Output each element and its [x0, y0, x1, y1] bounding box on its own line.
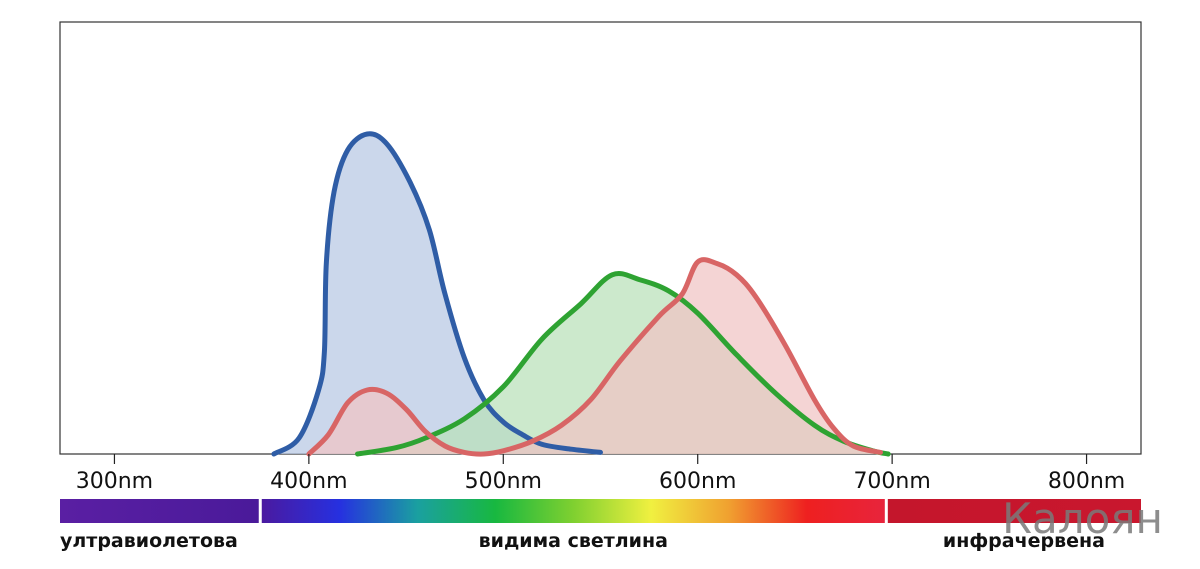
series-1-line	[355, 270, 891, 457]
series-2-line	[306, 257, 883, 457]
series-0-area	[273, 133, 601, 454]
x-tick-label-700: 700nm	[853, 469, 930, 494]
watermark: Калоян	[1002, 494, 1163, 543]
spectrum-band-2	[887, 499, 1141, 523]
spectrum-band-label-1: видима светлина	[479, 530, 668, 552]
spectrum-band-0	[60, 499, 259, 523]
spectrum-band-label-0: ултравиолетова	[60, 530, 238, 552]
spectrum-bar	[60, 499, 1141, 523]
spectrum-band-1	[261, 499, 885, 523]
spectrum-band-label-2: инфрачервена	[943, 530, 1105, 552]
x-tick-label-800: 800nm	[1048, 469, 1125, 494]
x-tick-label-300: 300nm	[76, 469, 153, 494]
x-tick-label-600: 600nm	[659, 469, 736, 494]
series-lines	[271, 131, 891, 457]
series-0-line	[271, 131, 603, 457]
x-tick-label-500: 500nm	[465, 469, 542, 494]
x-axis-ticks: 300nm 400nm 500nm 600nm 700nm 800nm	[76, 454, 1125, 494]
x-tick-label-400: 400nm	[270, 469, 347, 494]
series-2-area	[308, 259, 881, 455]
spectrum-band-labels: ултравиолетова видима светлина инфрачервен…	[60, 530, 1105, 552]
